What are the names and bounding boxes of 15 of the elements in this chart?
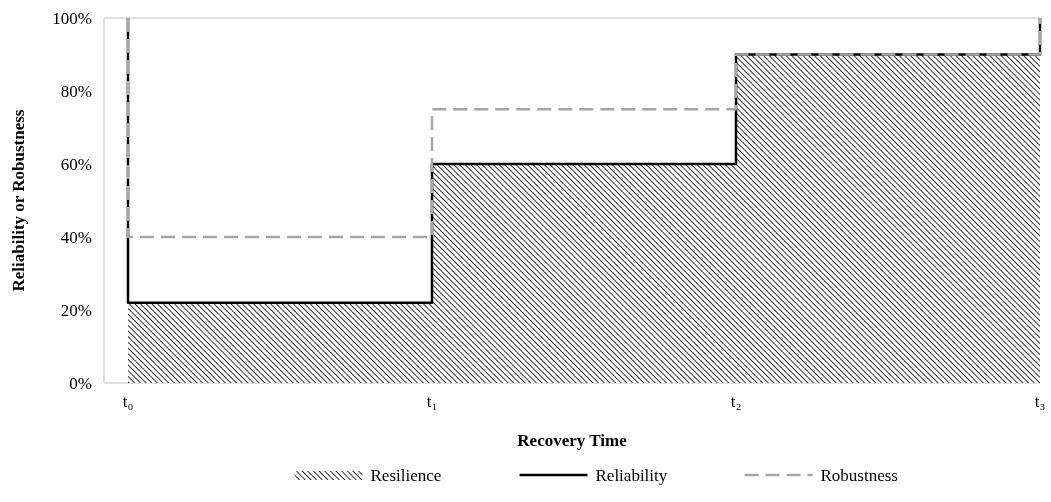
x-tick-label: t₂ xyxy=(730,392,742,411)
y-axis-title: Reliability or Robustness xyxy=(9,109,28,292)
y-tick-label: 0% xyxy=(69,373,92,393)
x-tick-label: t₁ xyxy=(426,392,438,411)
x-tick-label: t₀ xyxy=(122,392,134,411)
legend-label: Reliability xyxy=(595,465,668,485)
legend-label: Robustness xyxy=(820,465,898,485)
y-tick-label: 20% xyxy=(60,300,92,320)
y-tick-label: 100% xyxy=(52,8,92,28)
y-tick-label: 40% xyxy=(60,227,92,247)
x-axis-title: Recovery Time xyxy=(517,431,628,450)
y-tick-label: 60% xyxy=(60,154,92,174)
x-tick-label: t₃ xyxy=(1034,392,1046,411)
legend-label: Resilience xyxy=(370,465,442,485)
y-tick-label: 80% xyxy=(60,81,92,101)
